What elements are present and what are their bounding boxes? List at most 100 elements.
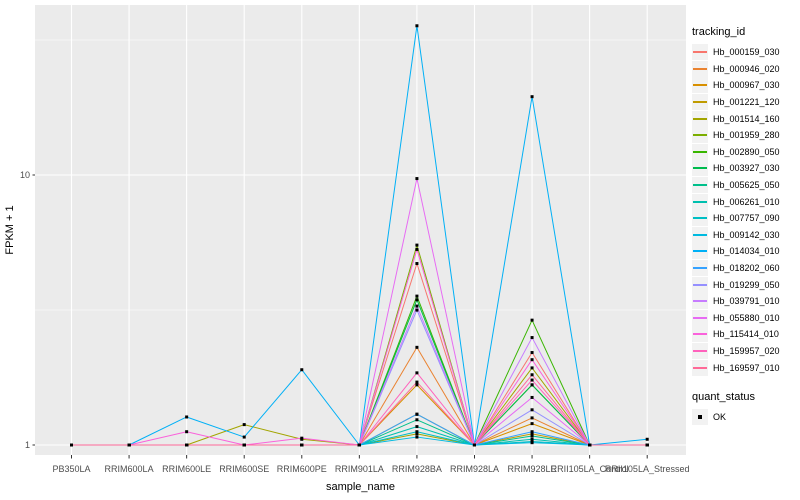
data-point [300, 436, 304, 440]
x-axis-title: sample_name [326, 481, 395, 493]
legend-entry: Hb_006261_010 [692, 193, 798, 210]
legend-entry-ok: OK [692, 409, 798, 426]
data-point [300, 368, 304, 372]
legend-entry: Hb_019299_050 [692, 276, 798, 293]
data-point [185, 415, 189, 419]
series-color-line [693, 67, 707, 70]
x-tick-label: RRIM600LE [162, 464, 211, 474]
data-point [242, 423, 246, 427]
legend-entry: Hb_001221_120 [692, 94, 798, 111]
data-point [415, 247, 419, 251]
data-point [530, 318, 534, 322]
data-point [472, 443, 476, 447]
legend-entry-label: Hb_159957_020 [713, 345, 780, 356]
series-color-line [693, 333, 707, 336]
legend-entry-label: Hb_018202_060 [713, 263, 780, 274]
series-color-line [693, 51, 707, 54]
series-color-line [693, 250, 707, 253]
data-point [185, 443, 189, 447]
legend-entry: Hb_014034_010 [692, 243, 798, 260]
data-point [530, 441, 534, 445]
legend-title-quant-status: quant_status [692, 390, 755, 403]
series-color-line [693, 150, 707, 153]
data-point [645, 443, 649, 447]
legend-entry-label: Hb_019299_050 [713, 279, 780, 290]
data-point [242, 443, 246, 447]
x-tick-label: RRIM928LA [450, 464, 499, 474]
data-point [415, 262, 419, 266]
data-point [530, 432, 534, 436]
x-tick-label: PB350LA [52, 464, 90, 474]
legend-entry: Hb_000159_030 [692, 44, 798, 61]
series-color-line [693, 101, 707, 104]
data-point [415, 418, 419, 422]
legend-entry: Hb_007757_090 [692, 210, 798, 227]
legend-entry: Hb_001514_160 [692, 110, 798, 127]
data-point [415, 435, 419, 439]
data-point [415, 345, 419, 349]
y-tick-label: 10 [20, 170, 30, 180]
series-color-line [693, 349, 707, 352]
data-point [530, 366, 534, 370]
legend-key [692, 143, 708, 160]
legend-key [692, 127, 708, 144]
legend-entry-label: Hb_055880_010 [713, 312, 780, 323]
legend: tracking_id Hb_000159_030 Hb_000946_020 Hb… [692, 26, 798, 426]
series-color-line [693, 184, 707, 187]
legend-key [692, 326, 708, 343]
legend-key [692, 210, 708, 227]
legend-key [692, 260, 708, 277]
data-point [415, 432, 419, 436]
legend-entry: Hb_000967_030 [692, 77, 798, 94]
series-color-line [693, 316, 707, 319]
data-point [530, 437, 534, 441]
quant-ok-key [692, 409, 708, 426]
data-point [415, 425, 419, 429]
data-point [415, 24, 419, 28]
series-color-line [693, 167, 707, 170]
series-color-line [693, 300, 707, 303]
legend-key [692, 110, 708, 127]
data-point [357, 443, 361, 447]
data-point [530, 408, 534, 412]
legend-entries: Hb_000159_030 Hb_000946_020 Hb_000967_030 H… [692, 44, 798, 376]
series-color-line [693, 283, 707, 286]
data-point [415, 430, 419, 434]
data-point [530, 358, 534, 362]
data-point [415, 243, 419, 247]
data-point [415, 304, 419, 308]
data-point [530, 378, 534, 382]
data-point [530, 416, 534, 420]
legend-entry-label: Hb_005625_050 [713, 180, 780, 191]
series-color-line [693, 366, 707, 369]
series-color-line [693, 233, 707, 236]
x-tick-label: RRIM600LA [105, 464, 154, 474]
data-point [530, 395, 534, 399]
legend-entry-label: OK [713, 412, 727, 423]
legend-entry-label: Hb_000159_030 [713, 47, 780, 58]
y-axis-title: FPKM + 1 [4, 205, 16, 254]
legend-key [692, 177, 708, 194]
series-color-line [693, 200, 707, 203]
data-point [530, 336, 534, 340]
data-point [530, 351, 534, 355]
legend-entry: Hb_039791_010 [692, 293, 798, 310]
legend-key [692, 342, 708, 359]
legend-entry: Hb_055880_010 [692, 309, 798, 327]
legend-key [692, 359, 708, 376]
series-color-line [693, 134, 707, 137]
legend-entry-label: Hb_006261_010 [713, 196, 780, 207]
data-point [415, 383, 419, 387]
series-color-line [693, 217, 707, 220]
legend-title-tracking-id: tracking_id [692, 26, 746, 38]
legend-key [692, 226, 708, 243]
x-tick-label: RRIM928LE [508, 464, 557, 474]
data-point [415, 412, 419, 416]
data-point [530, 373, 534, 377]
data-point [415, 308, 419, 312]
y-tick-label: 1 [25, 440, 30, 450]
legend-entry-label: Hb_000967_030 [713, 80, 780, 91]
series-color-line [693, 84, 707, 87]
